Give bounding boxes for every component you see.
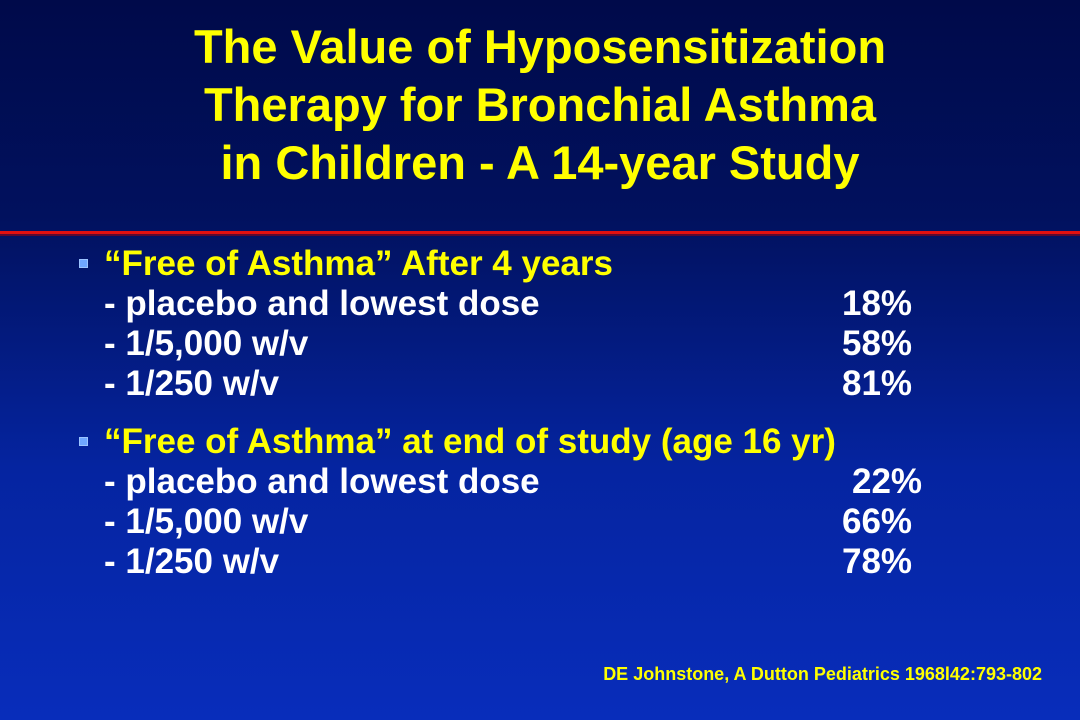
result-label: - 1/5,000 w/v: [104, 502, 309, 541]
title-divider-shadow: [0, 234, 1080, 236]
square-bullet-icon: [79, 259, 88, 268]
citation: DE Johnstone, A Dutton Pediatrics 1968l4…: [603, 664, 1042, 684]
result-value: 66%: [842, 502, 913, 541]
title-line-3: in Children - A 14-year Study: [220, 136, 860, 189]
result-row: - 1/250 w/v 81%: [0, 364, 1080, 404]
result-label: - 1/5,000 w/v: [104, 324, 309, 363]
result-value: 58%: [842, 324, 913, 363]
result-row: - 1/5,000 w/v 58%: [0, 324, 1080, 364]
section-heading-text: “Free of Asthma” at end of study (age 16…: [104, 422, 836, 461]
title-line-1: The Value of Hyposensitization: [193, 20, 887, 73]
result-value: 81%: [842, 364, 913, 403]
section-heading: “Free of Asthma” at end of study (age 16…: [0, 422, 1080, 462]
result-row: - 1/250 w/v 78%: [0, 542, 1080, 582]
result-row: - 1/5,000 w/v 66%: [0, 502, 1080, 542]
result-value: 18%: [842, 284, 913, 323]
result-value: 78%: [842, 542, 913, 581]
result-label: - 1/250 w/v: [104, 542, 280, 581]
title-line-2: Therapy for Bronchial Asthma: [203, 78, 877, 131]
section-heading-text: “Free of Asthma” After 4 years: [104, 244, 613, 283]
result-row: - placebo and lowest dose 18%: [0, 284, 1080, 324]
section-heading: “Free of Asthma” After 4 years: [0, 244, 1080, 284]
result-value: 22%: [852, 462, 923, 501]
section-after-4-years: “Free of Asthma” After 4 years - placebo…: [0, 244, 1080, 404]
section-end-of-study: “Free of Asthma” at end of study (age 16…: [0, 422, 1080, 582]
title-divider: [0, 231, 1080, 234]
result-label: - placebo and lowest dose: [104, 284, 540, 323]
slide-title: The Value of Hyposensitization Therapy f…: [0, 18, 1080, 192]
square-bullet-icon: [79, 437, 88, 446]
result-label: - placebo and lowest dose: [104, 462, 540, 501]
result-label: - 1/250 w/v: [104, 364, 280, 403]
result-row: - placebo and lowest dose 22%: [0, 462, 1080, 502]
